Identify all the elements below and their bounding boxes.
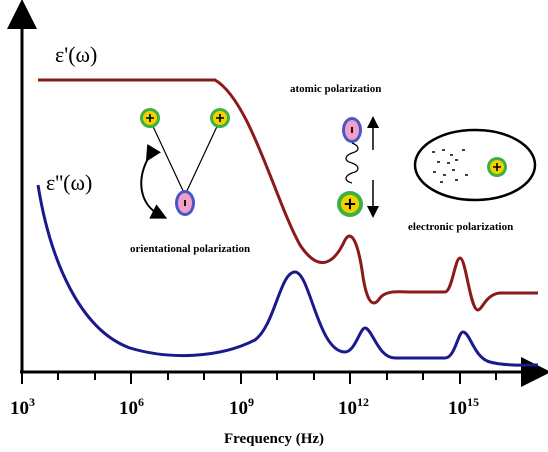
ticks <box>21 372 497 384</box>
tick-exponent: 15 <box>467 395 479 409</box>
tick-exponent: 12 <box>357 395 369 409</box>
electronic-label: electronic polarization <box>408 221 513 233</box>
tick-base: 10 <box>119 398 138 419</box>
x-tick-label: 1012 <box>338 395 369 419</box>
atomic-label: atomic polarization <box>290 83 381 95</box>
orientational-label: orientational polarization <box>130 243 250 255</box>
electronic-icon <box>413 128 537 202</box>
tick-base: 10 <box>448 398 467 419</box>
real-label: ε'(ω) <box>55 42 97 67</box>
x-axis-label: Frequency (Hz) <box>224 431 324 447</box>
tick-exponent: 9 <box>248 395 254 409</box>
tick-base: 10 <box>338 398 357 419</box>
real-curve <box>38 78 538 312</box>
x-tick-label: 103 <box>10 395 35 419</box>
imag-curve <box>36 184 539 367</box>
tick-base: 10 <box>10 398 29 419</box>
x-tick-label: 109 <box>229 395 254 419</box>
tick-exponent: 3 <box>29 395 35 409</box>
x-tick-label: 106 <box>119 395 144 419</box>
x-tick-label: 1015 <box>448 395 479 419</box>
tick-base: 10 <box>229 398 248 419</box>
atomic-icon <box>335 116 379 219</box>
tick-exponent: 6 <box>138 395 144 409</box>
orientational-icon <box>139 107 231 219</box>
imag-label: ε''(ω) <box>46 170 92 195</box>
